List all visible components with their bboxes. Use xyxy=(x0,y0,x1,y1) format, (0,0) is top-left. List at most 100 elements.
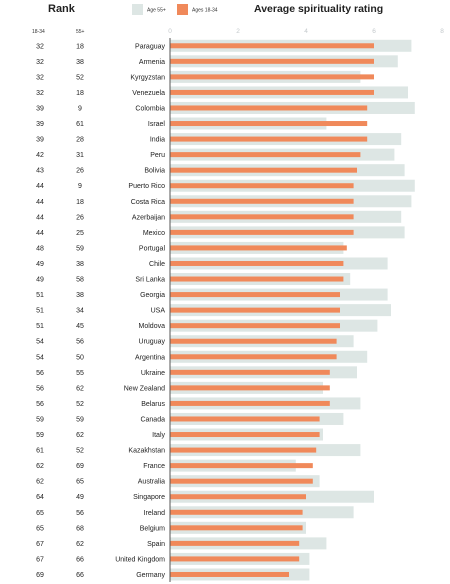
bar-ages-18-34 xyxy=(170,276,344,282)
rank-55-plus-value: 62 xyxy=(76,541,84,548)
country-label: Costa Rica xyxy=(131,199,165,206)
rank-55-plus-value: 50 xyxy=(76,354,84,361)
bar-ages-18-34 xyxy=(170,540,300,546)
bar-ages-18-34 xyxy=(170,183,354,189)
country-label: Argentina xyxy=(135,354,165,361)
bar-ages-18-34 xyxy=(170,198,354,204)
legend-label-old: Age 55+ xyxy=(147,8,166,14)
country-label: Moldova xyxy=(139,323,166,330)
bar-ages-18-34 xyxy=(170,354,337,360)
rank-55-plus-value: 61 xyxy=(76,121,84,128)
bars xyxy=(170,39,415,581)
bar-ages-18-34 xyxy=(170,260,344,266)
bar-ages-18-34 xyxy=(170,525,303,531)
rank-18-34-value: 62 xyxy=(36,479,44,486)
rank-col-old-header: 55+ xyxy=(76,29,85,35)
country-label: Singapore xyxy=(133,494,165,501)
rank-55-plus-value: 26 xyxy=(76,214,84,221)
rank-55-plus-value: 66 xyxy=(76,572,84,579)
rank-18-34-value: 48 xyxy=(36,245,44,252)
rank-18-34-value: 54 xyxy=(36,339,44,346)
bar-ages-18-34 xyxy=(170,369,330,375)
rank-55-plus-value: 49 xyxy=(76,494,84,501)
country-label: Kyrgyzstan xyxy=(130,74,165,81)
rank-18-34-value: 69 xyxy=(36,572,44,579)
country-label: Portugal xyxy=(139,245,166,252)
bar-ages-18-34 xyxy=(170,338,337,344)
bar-ages-18-34 xyxy=(170,292,340,298)
country-label: Belgium xyxy=(140,525,165,532)
rank-18-34-value: 39 xyxy=(36,137,44,144)
bar-ages-18-34 xyxy=(170,167,357,173)
rank-55-plus-value: 62 xyxy=(76,432,84,439)
rank-55-plus-value: 65 xyxy=(76,479,84,486)
rank-18-34-value: 54 xyxy=(36,354,44,361)
rank-55-plus-value: 52 xyxy=(76,401,84,408)
x-tick-label: 0 xyxy=(168,28,172,35)
rank-18-34-value: 67 xyxy=(36,541,44,548)
country-label: Paraguay xyxy=(135,43,165,50)
rank-55-plus-value: 66 xyxy=(76,556,84,563)
rank-18-34-value: 39 xyxy=(36,121,44,128)
rank-18-34-value: 49 xyxy=(36,261,44,268)
country-label: Mexico xyxy=(143,230,165,237)
country-label: Australia xyxy=(138,479,165,486)
country-label: Armenia xyxy=(139,59,165,66)
country-label: Israel xyxy=(148,121,166,128)
x-tick-label: 4 xyxy=(304,28,308,35)
bar-ages-18-34 xyxy=(170,416,320,422)
rank-18-34-value: 32 xyxy=(36,74,44,81)
bar-ages-18-34 xyxy=(170,229,354,235)
bar-ages-18-34 xyxy=(170,447,317,453)
rank-55-plus-value: 59 xyxy=(76,245,84,252)
rank-55-plus-value: 59 xyxy=(76,416,84,423)
legend-swatch-young xyxy=(177,4,188,15)
bar-ages-18-34 xyxy=(170,105,368,111)
rank-55-plus-value: 56 xyxy=(76,339,84,346)
bar-ages-18-34 xyxy=(170,307,340,313)
rank-55-plus-value: 52 xyxy=(76,448,84,455)
rank-55-plus-value: 38 xyxy=(76,292,84,299)
rank-18-34-value: 42 xyxy=(36,152,44,159)
bar-ages-18-34 xyxy=(170,74,374,80)
rank-18-34-value: 59 xyxy=(36,416,44,423)
rank-18-34-value: 56 xyxy=(36,370,44,377)
country-label: Bolivia xyxy=(144,168,165,175)
rank-55-plus-value: 45 xyxy=(76,323,84,330)
rank-55-plus-value: 34 xyxy=(76,308,84,315)
rank-18-34-value: 56 xyxy=(36,401,44,408)
country-label: Ireland xyxy=(144,510,166,517)
rank-18-34-value: 32 xyxy=(36,59,44,66)
x-tick-label: 8 xyxy=(440,28,444,35)
country-label: Sri Lanka xyxy=(135,277,165,284)
bar-ages-18-34 xyxy=(170,509,303,515)
bar-ages-18-34 xyxy=(170,478,313,484)
country-label: India xyxy=(150,137,165,144)
country-label: Belarus xyxy=(141,401,165,408)
rank-18-34-value: 44 xyxy=(36,199,44,206)
rank-55-plus-value: 18 xyxy=(76,43,84,50)
rank-col-young-header: 18-34 xyxy=(32,29,45,35)
rank-18-34-value: 43 xyxy=(36,168,44,175)
country-label: United Kingdom xyxy=(115,556,165,563)
rank-18-34-value: 65 xyxy=(36,525,44,532)
bar-ages-18-34 xyxy=(170,214,354,220)
rank-18-34-value: 62 xyxy=(36,463,44,470)
rank-18-34-value: 59 xyxy=(36,432,44,439)
country-label: Azerbaijan xyxy=(132,214,165,221)
country-label: France xyxy=(143,463,165,470)
rank-18-34-value: 51 xyxy=(36,323,44,330)
rank-18-34-value: 56 xyxy=(36,385,44,392)
rank-55-plus-value: 38 xyxy=(76,261,84,268)
rank-55-plus-value: 38 xyxy=(76,59,84,66)
rank-55-plus-value: 9 xyxy=(78,183,82,190)
country-label: Kazakhstan xyxy=(128,448,165,455)
rank-55-plus-value: 18 xyxy=(76,199,84,206)
bar-ages-18-34 xyxy=(170,245,347,251)
country-label: New Zealand xyxy=(124,385,165,392)
rank-18-34-value: 32 xyxy=(36,43,44,50)
legend-label-young: Ages 18-34 xyxy=(192,8,218,14)
rank-18-34-value: 44 xyxy=(36,230,44,237)
bar-ages-18-34 xyxy=(170,494,306,500)
